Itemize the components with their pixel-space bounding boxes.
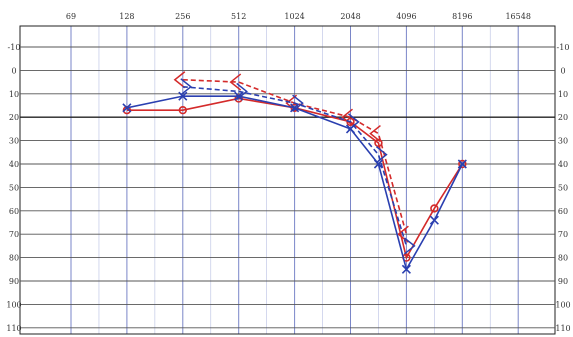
plot-border [19, 25, 556, 335]
y-tick-label: 70 [9, 230, 19, 239]
y-tick-labels-left: -10 0 10 20 30 40 50 60 70 80 90 100 110 [6, 43, 21, 333]
y-tick-label-right: 0 [560, 66, 565, 75]
series-layer [122, 71, 467, 274]
point-marker-circle [430, 204, 439, 213]
y-tick-label: 50 [9, 183, 19, 192]
x-tick-label: 128 [119, 12, 134, 21]
point-marker-x [457, 159, 467, 169]
series-group [180, 78, 416, 255]
point-marker-bracket [236, 82, 248, 101]
series-group [173, 71, 409, 243]
y-tick-label: 0 [11, 66, 16, 75]
point-marker-x [122, 103, 132, 113]
y-tick-label: 110 [6, 324, 21, 333]
x-tick-label: 16548 [505, 12, 530, 21]
series-line [182, 78, 408, 235]
y-tick-label-right: 60 [558, 207, 568, 216]
y-tick-label: 90 [9, 277, 19, 286]
point-marker-bracket [348, 113, 360, 131]
point-marker-bracket [369, 124, 381, 143]
point-marker-x [290, 103, 300, 113]
x-tick-label: 69 [66, 12, 76, 21]
x-tick-label: 512 [231, 12, 246, 21]
point-marker-x [234, 91, 244, 101]
y-tick-label-right: -10 [557, 43, 570, 52]
point-marker-x [178, 91, 188, 101]
x-tick-label: 4096 [396, 12, 416, 21]
y-tick-label-right: 100 [555, 300, 570, 309]
point-marker-bracket [341, 108, 353, 126]
point-marker-x [401, 264, 411, 274]
y-tick-label: 80 [9, 254, 19, 263]
y-tick-label-right: 40 [558, 160, 568, 169]
y-tick-label-right: 90 [558, 277, 568, 286]
y-tick-label-right: 30 [558, 137, 568, 146]
y-tick-label-right: 20 [558, 113, 568, 122]
y-tick-label-right: 110 [555, 324, 570, 333]
y-tick-label-right: 50 [558, 183, 568, 192]
x-tick-label: 2048 [340, 12, 360, 21]
y-tick-label: 100 [6, 300, 21, 309]
point-marker-bracket [292, 94, 304, 112]
x-tick-label: 256 [175, 12, 190, 21]
point-marker-x [373, 159, 384, 169]
y-tick-label-right: 70 [558, 230, 568, 239]
x-tick-label: 8196 [452, 12, 472, 21]
grid-lines [19, 25, 556, 335]
point-marker-bracket [173, 71, 186, 89]
point-marker-bracket [180, 78, 193, 96]
y-tick-label: 60 [9, 207, 19, 216]
point-marker-circle [458, 159, 467, 169]
point-marker-circle [178, 105, 188, 115]
y-tick-label-right: 10 [558, 90, 568, 99]
point-marker-bracket [403, 237, 416, 255]
y-tick-labels-right: -10 0 10 20 30 40 50 60 70 80 90 100 110 [555, 43, 570, 333]
y-tick-label: -10 [8, 43, 21, 52]
point-marker-bracket [375, 146, 388, 164]
x-tick-label: 1024 [284, 12, 304, 21]
y-tick-label-right: 80 [558, 254, 568, 263]
x-tick-labels: 69 128 256 512 1024 2048 4096 8196 16548 [66, 12, 531, 21]
y-tick-label: 10 [9, 90, 19, 99]
point-marker-bracket [229, 73, 242, 91]
y-tick-label: 30 [9, 137, 19, 146]
point-marker-x [429, 215, 439, 225]
y-tick-label: 40 [9, 160, 19, 169]
point-marker-circle [346, 117, 355, 127]
y-tick-label: 20 [9, 113, 19, 122]
